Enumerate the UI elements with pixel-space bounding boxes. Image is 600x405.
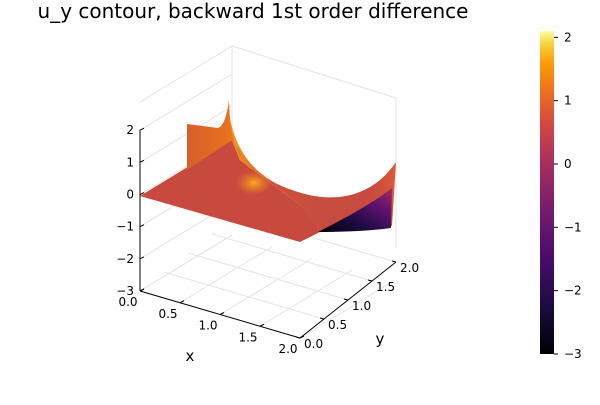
z-gridline bbox=[139, 105, 233, 163]
x-gridline bbox=[179, 246, 273, 304]
x-gridline bbox=[219, 258, 313, 315]
colorbar-ticks: −3 −2 −1 0 1 2 bbox=[554, 30, 582, 361]
x-gridline bbox=[259, 269, 353, 327]
x-tick-label: 0.0 bbox=[118, 295, 137, 309]
colorbar: −3 −2 −1 0 1 2 bbox=[540, 30, 582, 361]
z-tick-label: −2 bbox=[116, 252, 134, 266]
z-tick-label: 2 bbox=[126, 123, 134, 137]
surface-wall bbox=[187, 100, 252, 170]
z-tick-label: 1 bbox=[126, 155, 134, 169]
surface-bowl bbox=[228, 104, 396, 232]
y-tick-mark bbox=[367, 279, 373, 282]
x-tick-label: 0.5 bbox=[158, 307, 177, 321]
z-tick-label: 0 bbox=[126, 188, 134, 202]
y-tick-label: 0.0 bbox=[304, 337, 323, 351]
colorbar-tick-label: −2 bbox=[564, 284, 582, 298]
x-tick-mark bbox=[299, 335, 305, 339]
y-ticks: 0.0 0.5 1.0 1.5 2.0 bbox=[295, 260, 419, 351]
surface-peak-highlight bbox=[236, 171, 272, 195]
x-axis-label: x bbox=[186, 347, 195, 365]
y-axis-label: y bbox=[376, 330, 385, 348]
z-tick-label: −1 bbox=[116, 220, 134, 234]
z-tick-mark bbox=[139, 224, 145, 228]
y-gridline bbox=[187, 252, 349, 301]
x-gridline bbox=[139, 234, 233, 292]
y-tick-label: 2.0 bbox=[400, 261, 419, 275]
x-tick-label: 1.5 bbox=[238, 330, 257, 344]
z-ticks: −3 −2 −1 0 1 2 bbox=[116, 123, 145, 298]
colorbar-tick-label: −1 bbox=[564, 220, 582, 234]
x-tick-mark bbox=[259, 323, 265, 327]
surface-trough bbox=[318, 188, 392, 232]
y-tick-label: 1.0 bbox=[352, 299, 371, 313]
y-tick-label: 1.5 bbox=[376, 280, 395, 294]
colorbar-tick-label: 0 bbox=[564, 157, 572, 171]
x-tick-mark bbox=[219, 312, 225, 315]
chart-title: u_y contour, backward 1st order differen… bbox=[38, 0, 469, 23]
z-tick-mark bbox=[139, 127, 145, 131]
y-tick-mark bbox=[391, 260, 397, 263]
y-tick-mark bbox=[295, 336, 301, 339]
surface-plot bbox=[140, 100, 396, 242]
y-gridline bbox=[211, 233, 373, 282]
y-tick-label: 0.5 bbox=[328, 318, 347, 332]
z-gridline bbox=[139, 73, 233, 131]
colorbar-tick-label: 1 bbox=[564, 94, 572, 108]
x-tick-mark bbox=[139, 288, 145, 292]
x-tick-mark bbox=[179, 300, 185, 304]
y-gridline bbox=[163, 271, 325, 320]
x-ticks: 0.0 0.5 1.0 1.5 2.0 bbox=[118, 288, 305, 356]
x-tick-label: 2.0 bbox=[278, 342, 297, 356]
grid-lines bbox=[139, 73, 397, 339]
colorbar-bar bbox=[540, 31, 554, 354]
colorbar-tick-label: 2 bbox=[564, 30, 572, 44]
colorbar-tick-label: −3 bbox=[564, 347, 582, 361]
x-tick-label: 1.0 bbox=[198, 319, 217, 333]
y-tick-mark bbox=[343, 298, 349, 301]
z-tick-label: −3 bbox=[116, 284, 134, 298]
x-gridline bbox=[299, 281, 393, 339]
z-tick-mark bbox=[139, 192, 145, 195]
z-tick-mark bbox=[139, 159, 145, 163]
y-tick-mark bbox=[319, 317, 325, 320]
z-tick-mark bbox=[139, 256, 145, 260]
